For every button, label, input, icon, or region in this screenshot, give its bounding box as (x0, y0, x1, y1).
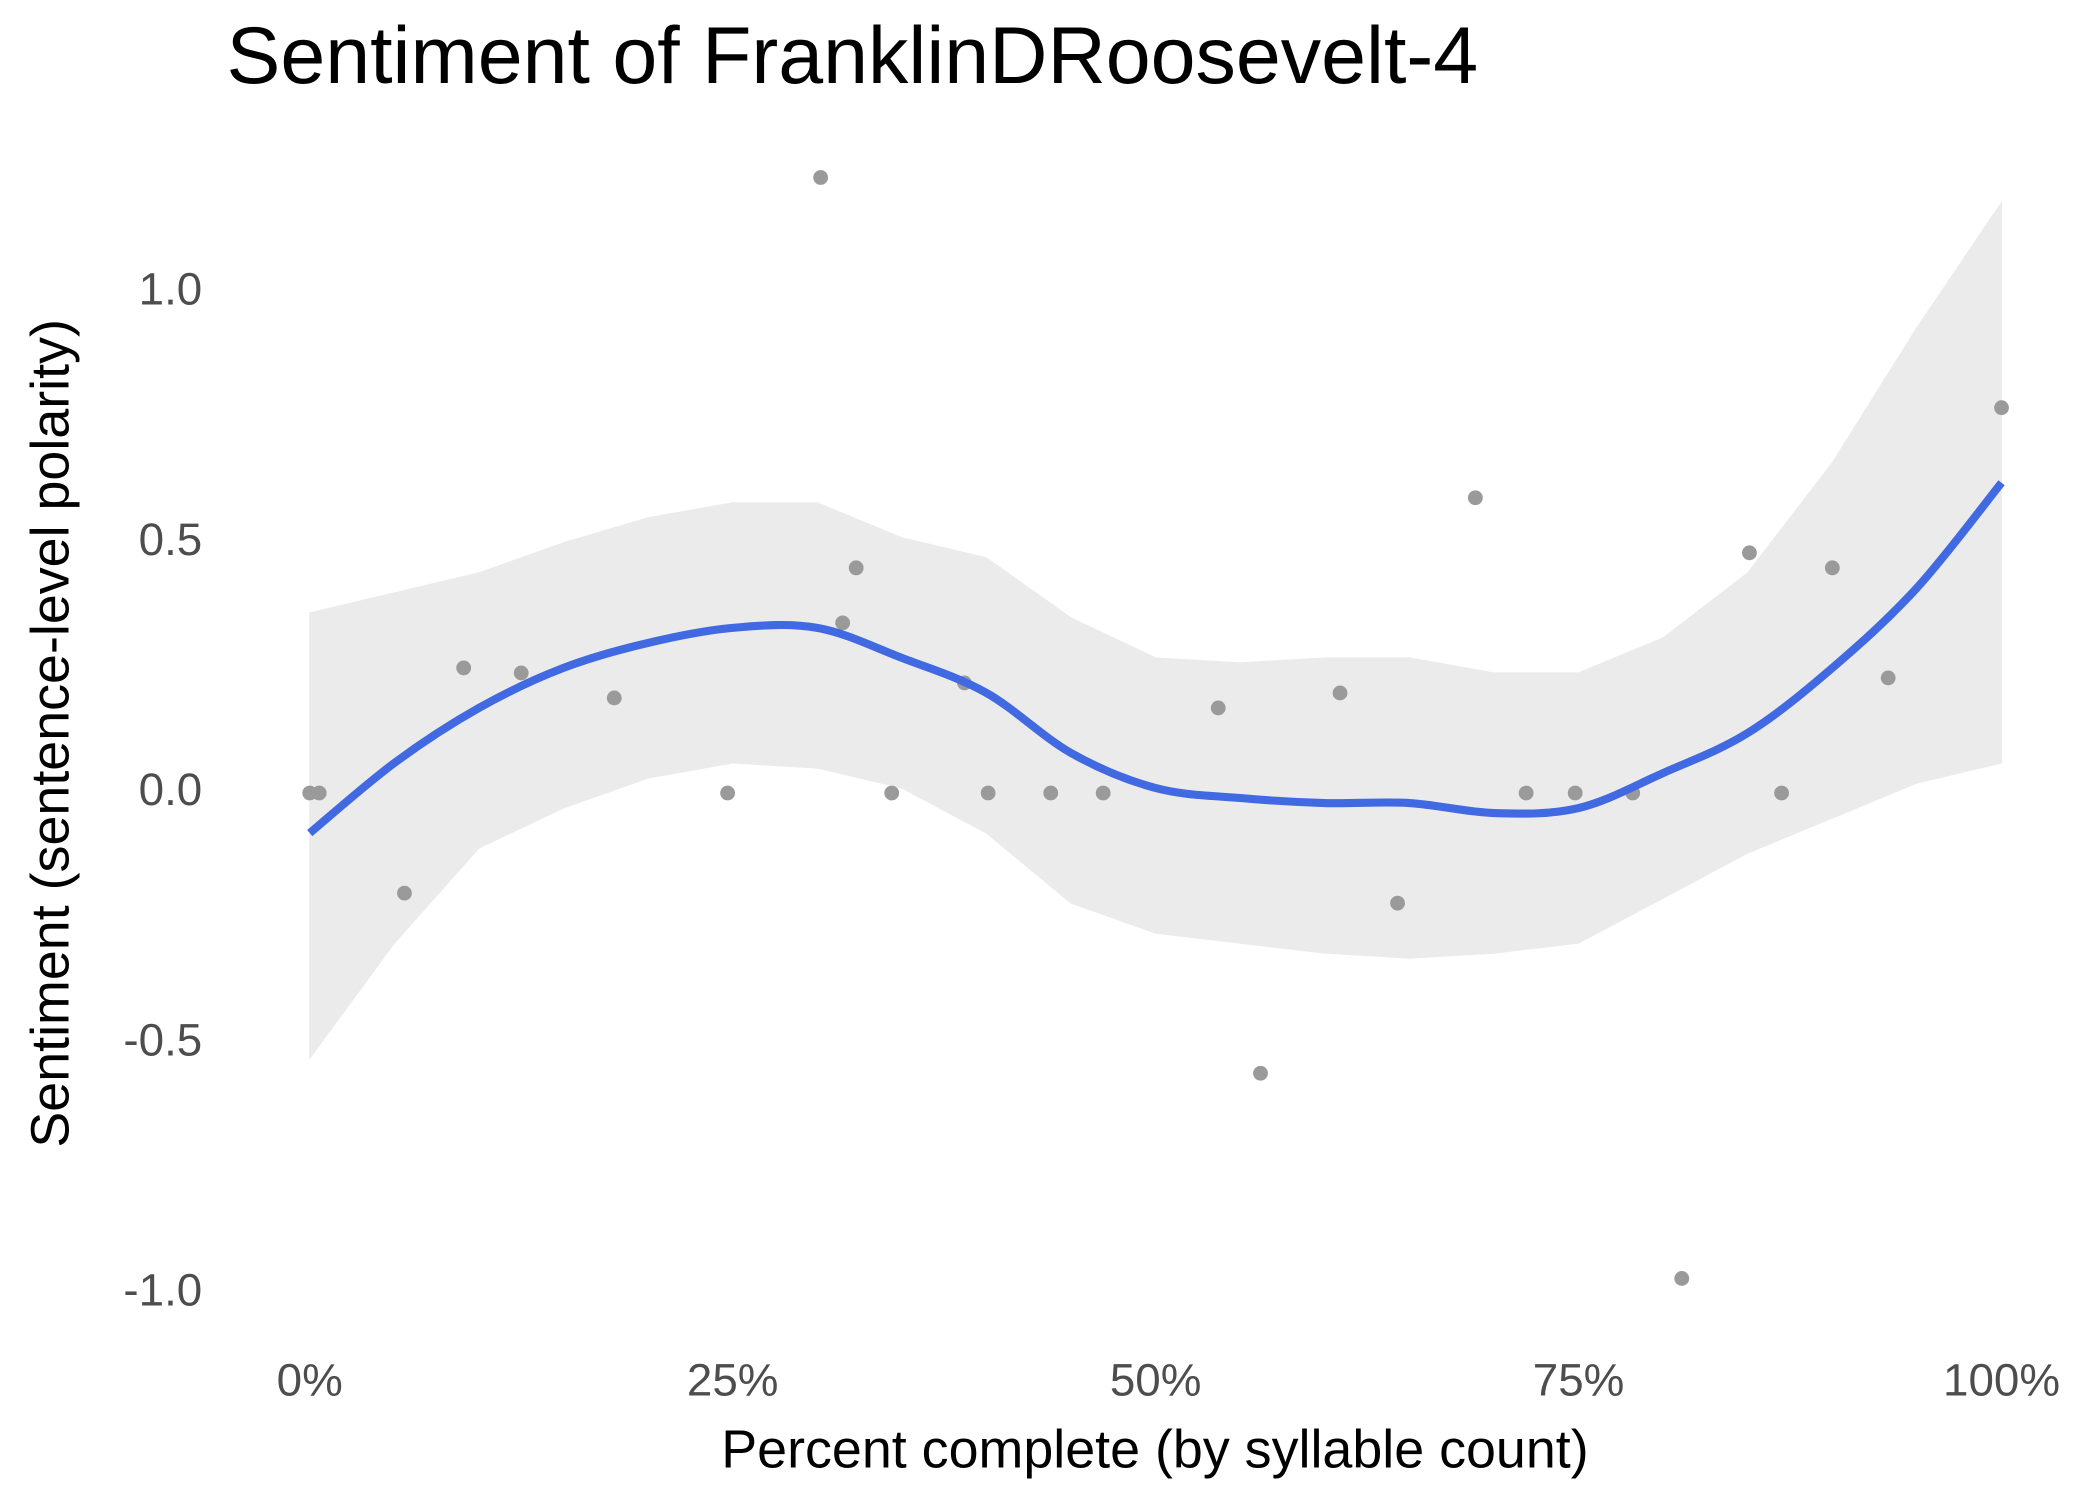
point (1880, 670, 1896, 686)
point (1095, 785, 1111, 801)
chart-title: Sentiment of FranklinDRoosevelt-4 (226, 11, 1478, 101)
confidence-band (985, 556, 1072, 905)
confidence-band (478, 542, 565, 849)
point (1210, 700, 1226, 716)
confidence-band (1662, 571, 1749, 900)
point (1774, 785, 1789, 801)
point (1043, 785, 1059, 801)
point (1253, 1065, 1268, 1081)
point (1467, 490, 1483, 506)
point (980, 785, 996, 801)
y-tick-label: 0.5 (139, 514, 203, 565)
point (835, 615, 851, 631)
point (1332, 685, 1348, 701)
confidence-band (1916, 200, 2003, 784)
confidence-band (1324, 657, 1410, 959)
point (1674, 1271, 1690, 1286)
point (720, 785, 736, 801)
x-tick-label: 0% (277, 1354, 343, 1405)
point (1390, 895, 1405, 911)
point (311, 785, 327, 801)
x-tick-label: 50% (1110, 1354, 1202, 1405)
point (456, 660, 472, 676)
confidence-band (732, 502, 818, 769)
confidence-band (1747, 461, 1833, 854)
y-tick-label: 0.0 (139, 764, 203, 815)
y-tick-label: -1.0 (123, 1265, 202, 1316)
point (813, 170, 829, 185)
confidence-band (816, 501, 903, 789)
x-tick-label: 100% (1943, 1354, 2060, 1405)
point (1742, 545, 1757, 561)
point (848, 560, 864, 576)
point (1994, 400, 2009, 416)
point (513, 665, 529, 681)
x-axis-title: Percent complete (by syllable count) (721, 1419, 1588, 1479)
point (1567, 785, 1583, 801)
confidence-band (1831, 325, 1918, 819)
x-tick-label: 75% (1533, 1354, 1625, 1405)
point (606, 690, 622, 706)
x-tick-label: 25% (687, 1354, 779, 1405)
point (397, 885, 412, 901)
point (1518, 785, 1534, 801)
y-tick-label: -0.5 (123, 1014, 202, 1065)
y-axis-title: Sentiment (sentence-level polarity) (20, 319, 80, 1148)
y-tick-label: 1.0 (139, 264, 203, 315)
point (1824, 560, 1840, 576)
smooth-line (307, 480, 2005, 837)
point (884, 785, 900, 801)
